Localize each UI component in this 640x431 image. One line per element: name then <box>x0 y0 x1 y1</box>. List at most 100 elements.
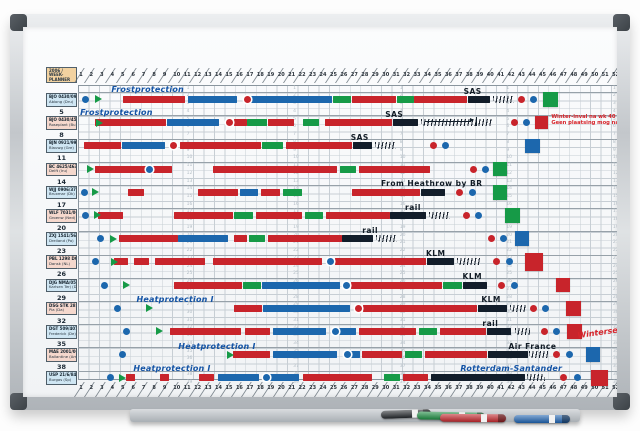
week-bar-segment[interactable] <box>424 351 487 359</box>
product-card[interactable]: BJN 0921/99 Blauwg (Gre) <box>46 139 77 153</box>
start-triangle-icon[interactable] <box>94 95 102 104</box>
product-card[interactable]: DGT 509/407 Frederick (De) <box>46 325 77 339</box>
week-bar-segment[interactable] <box>232 351 270 359</box>
magnet-dot-blue[interactable] <box>553 328 561 335</box>
magnet-dot-blue[interactable] <box>506 258 514 266</box>
week-bar-segment[interactable] <box>155 258 205 266</box>
magnet-square-blue[interactable] <box>585 347 601 362</box>
week-bar-segment[interactable] <box>122 96 185 103</box>
magnet-dot-red[interactable] <box>510 119 518 127</box>
product-card[interactable]: WLF 7031/062Groenw (Ned) <box>46 209 77 223</box>
week-bar-segment[interactable] <box>267 374 299 382</box>
legend-card[interactable]: 2006 / WEEK- PLANNER <box>46 67 77 83</box>
week-bar-segment[interactable] <box>121 142 166 150</box>
magnet-square-green[interactable] <box>492 161 508 177</box>
week-bar-segment[interactable] <box>174 281 243 289</box>
start-triangle-icon[interactable] <box>110 234 118 243</box>
week-bar-segment[interactable] <box>174 212 233 219</box>
week-bar-segment[interactable] <box>359 165 431 173</box>
week-bar-segment[interactable] <box>384 374 401 382</box>
week-bar-segment[interactable] <box>166 119 220 127</box>
magnet-dot-red[interactable] <box>559 374 567 382</box>
week-bar-segment[interactable] <box>97 212 124 219</box>
week-bar-segment[interactable] <box>247 119 268 127</box>
magnet-dot-red[interactable] <box>498 281 506 289</box>
magnet-square-green[interactable] <box>505 208 520 223</box>
magnet-square-blue[interactable] <box>514 231 530 246</box>
week-bar-segment[interactable] <box>414 96 468 103</box>
marker-pen-blue[interactable] <box>514 415 570 423</box>
week-bar-segment[interactable] <box>335 258 427 266</box>
magnet-dot-red[interactable] <box>462 212 470 219</box>
product-card[interactable]: BJO 0430/452 Roseplant (Bu) <box>46 116 77 130</box>
magnet-dot-blue[interactable] <box>118 351 126 359</box>
magnet-dot-red[interactable] <box>487 235 495 243</box>
magnet-square-red[interactable] <box>534 115 549 130</box>
week-bar-segment[interactable] <box>268 235 342 243</box>
week-bar-segment[interactable] <box>126 374 135 382</box>
magnet-dot-red[interactable] <box>226 119 234 127</box>
start-triangle-icon[interactable] <box>87 164 95 173</box>
week-bar-segment[interactable] <box>233 212 253 219</box>
magnet-dot-blue[interactable] <box>81 188 89 196</box>
week-bar-segment[interactable] <box>94 165 173 173</box>
magnet-dot-blue[interactable] <box>122 328 130 335</box>
marker-pen-red[interactable] <box>439 413 507 422</box>
week-bar-segment[interactable] <box>134 258 150 266</box>
magnet-dot-blue[interactable] <box>475 212 483 219</box>
magnet-dot-blue[interactable] <box>113 304 121 312</box>
magnet-dot-blue[interactable] <box>344 351 352 359</box>
week-bar-segment[interactable] <box>261 281 340 289</box>
magnet-dot-blue[interactable] <box>541 304 549 312</box>
magnet-square-blue[interactable] <box>525 138 540 154</box>
magnet-dot-red[interactable] <box>530 304 538 312</box>
week-bar-segment[interactable] <box>282 188 302 196</box>
week-bar-segment[interactable] <box>324 119 392 127</box>
week-bar-segment[interactable] <box>402 374 429 382</box>
week-bar-segment[interactable] <box>486 328 511 335</box>
week-bar-segment[interactable] <box>249 235 266 243</box>
week-bar-segment[interactable] <box>350 351 361 359</box>
week-bar-segment[interactable] <box>405 351 423 359</box>
magnet-dot-red[interactable] <box>540 328 548 335</box>
week-bar-segment[interactable] <box>351 188 420 196</box>
magnet-dot-blue[interactable] <box>468 188 476 196</box>
week-bar-segment[interactable] <box>94 119 167 127</box>
week-bar-segment[interactable] <box>261 142 284 150</box>
magnet-dot-red[interactable] <box>354 304 362 312</box>
week-bar-segment[interactable] <box>273 328 326 335</box>
week-bar-segment[interactable] <box>359 328 416 335</box>
week-bar-segment[interactable] <box>187 96 238 103</box>
week-bar-segment[interactable] <box>239 188 259 196</box>
week-bar-segment[interactable] <box>351 96 396 103</box>
magnet-dot-blue[interactable] <box>100 281 108 289</box>
magnet-dot-red[interactable] <box>469 165 477 173</box>
week-bar-segment[interactable] <box>392 119 418 127</box>
magnet-dot-blue[interactable] <box>574 374 582 382</box>
week-bar-segment[interactable] <box>178 235 228 243</box>
start-triangle-icon[interactable] <box>111 257 119 266</box>
product-card[interactable]: DSG STK 28 Pia (Da) <box>46 301 77 316</box>
week-bar-segment[interactable] <box>420 188 446 196</box>
product-card[interactable]: USP 21/6/84 Burgas (Sp) <box>46 371 77 385</box>
week-bar-segment[interactable] <box>233 304 263 312</box>
start-triangle-icon[interactable] <box>95 118 103 127</box>
magnet-dot-red[interactable] <box>456 188 464 196</box>
product-card[interactable]: MAE 2001/001Ballantine (Am) <box>46 348 77 362</box>
week-bar-segment[interactable] <box>113 258 129 266</box>
week-bar-segment[interactable] <box>418 328 437 335</box>
week-bar-segment[interactable] <box>352 142 372 150</box>
magnet-dot-red[interactable] <box>517 96 525 103</box>
week-bar-segment[interactable] <box>478 304 507 312</box>
week-bar-segment[interactable] <box>251 96 333 103</box>
magnet-dot-blue[interactable] <box>326 258 334 266</box>
week-bar-segment[interactable] <box>431 374 525 382</box>
week-bar-segment[interactable] <box>302 119 319 127</box>
week-bar-segment[interactable] <box>338 328 357 335</box>
magnet-square-red[interactable] <box>555 277 571 293</box>
start-triangle-icon[interactable] <box>118 373 126 382</box>
magnet-dot-red[interactable] <box>553 351 561 359</box>
magnet-dot-blue[interactable] <box>523 119 531 127</box>
magnet-dot-blue[interactable] <box>107 374 115 382</box>
